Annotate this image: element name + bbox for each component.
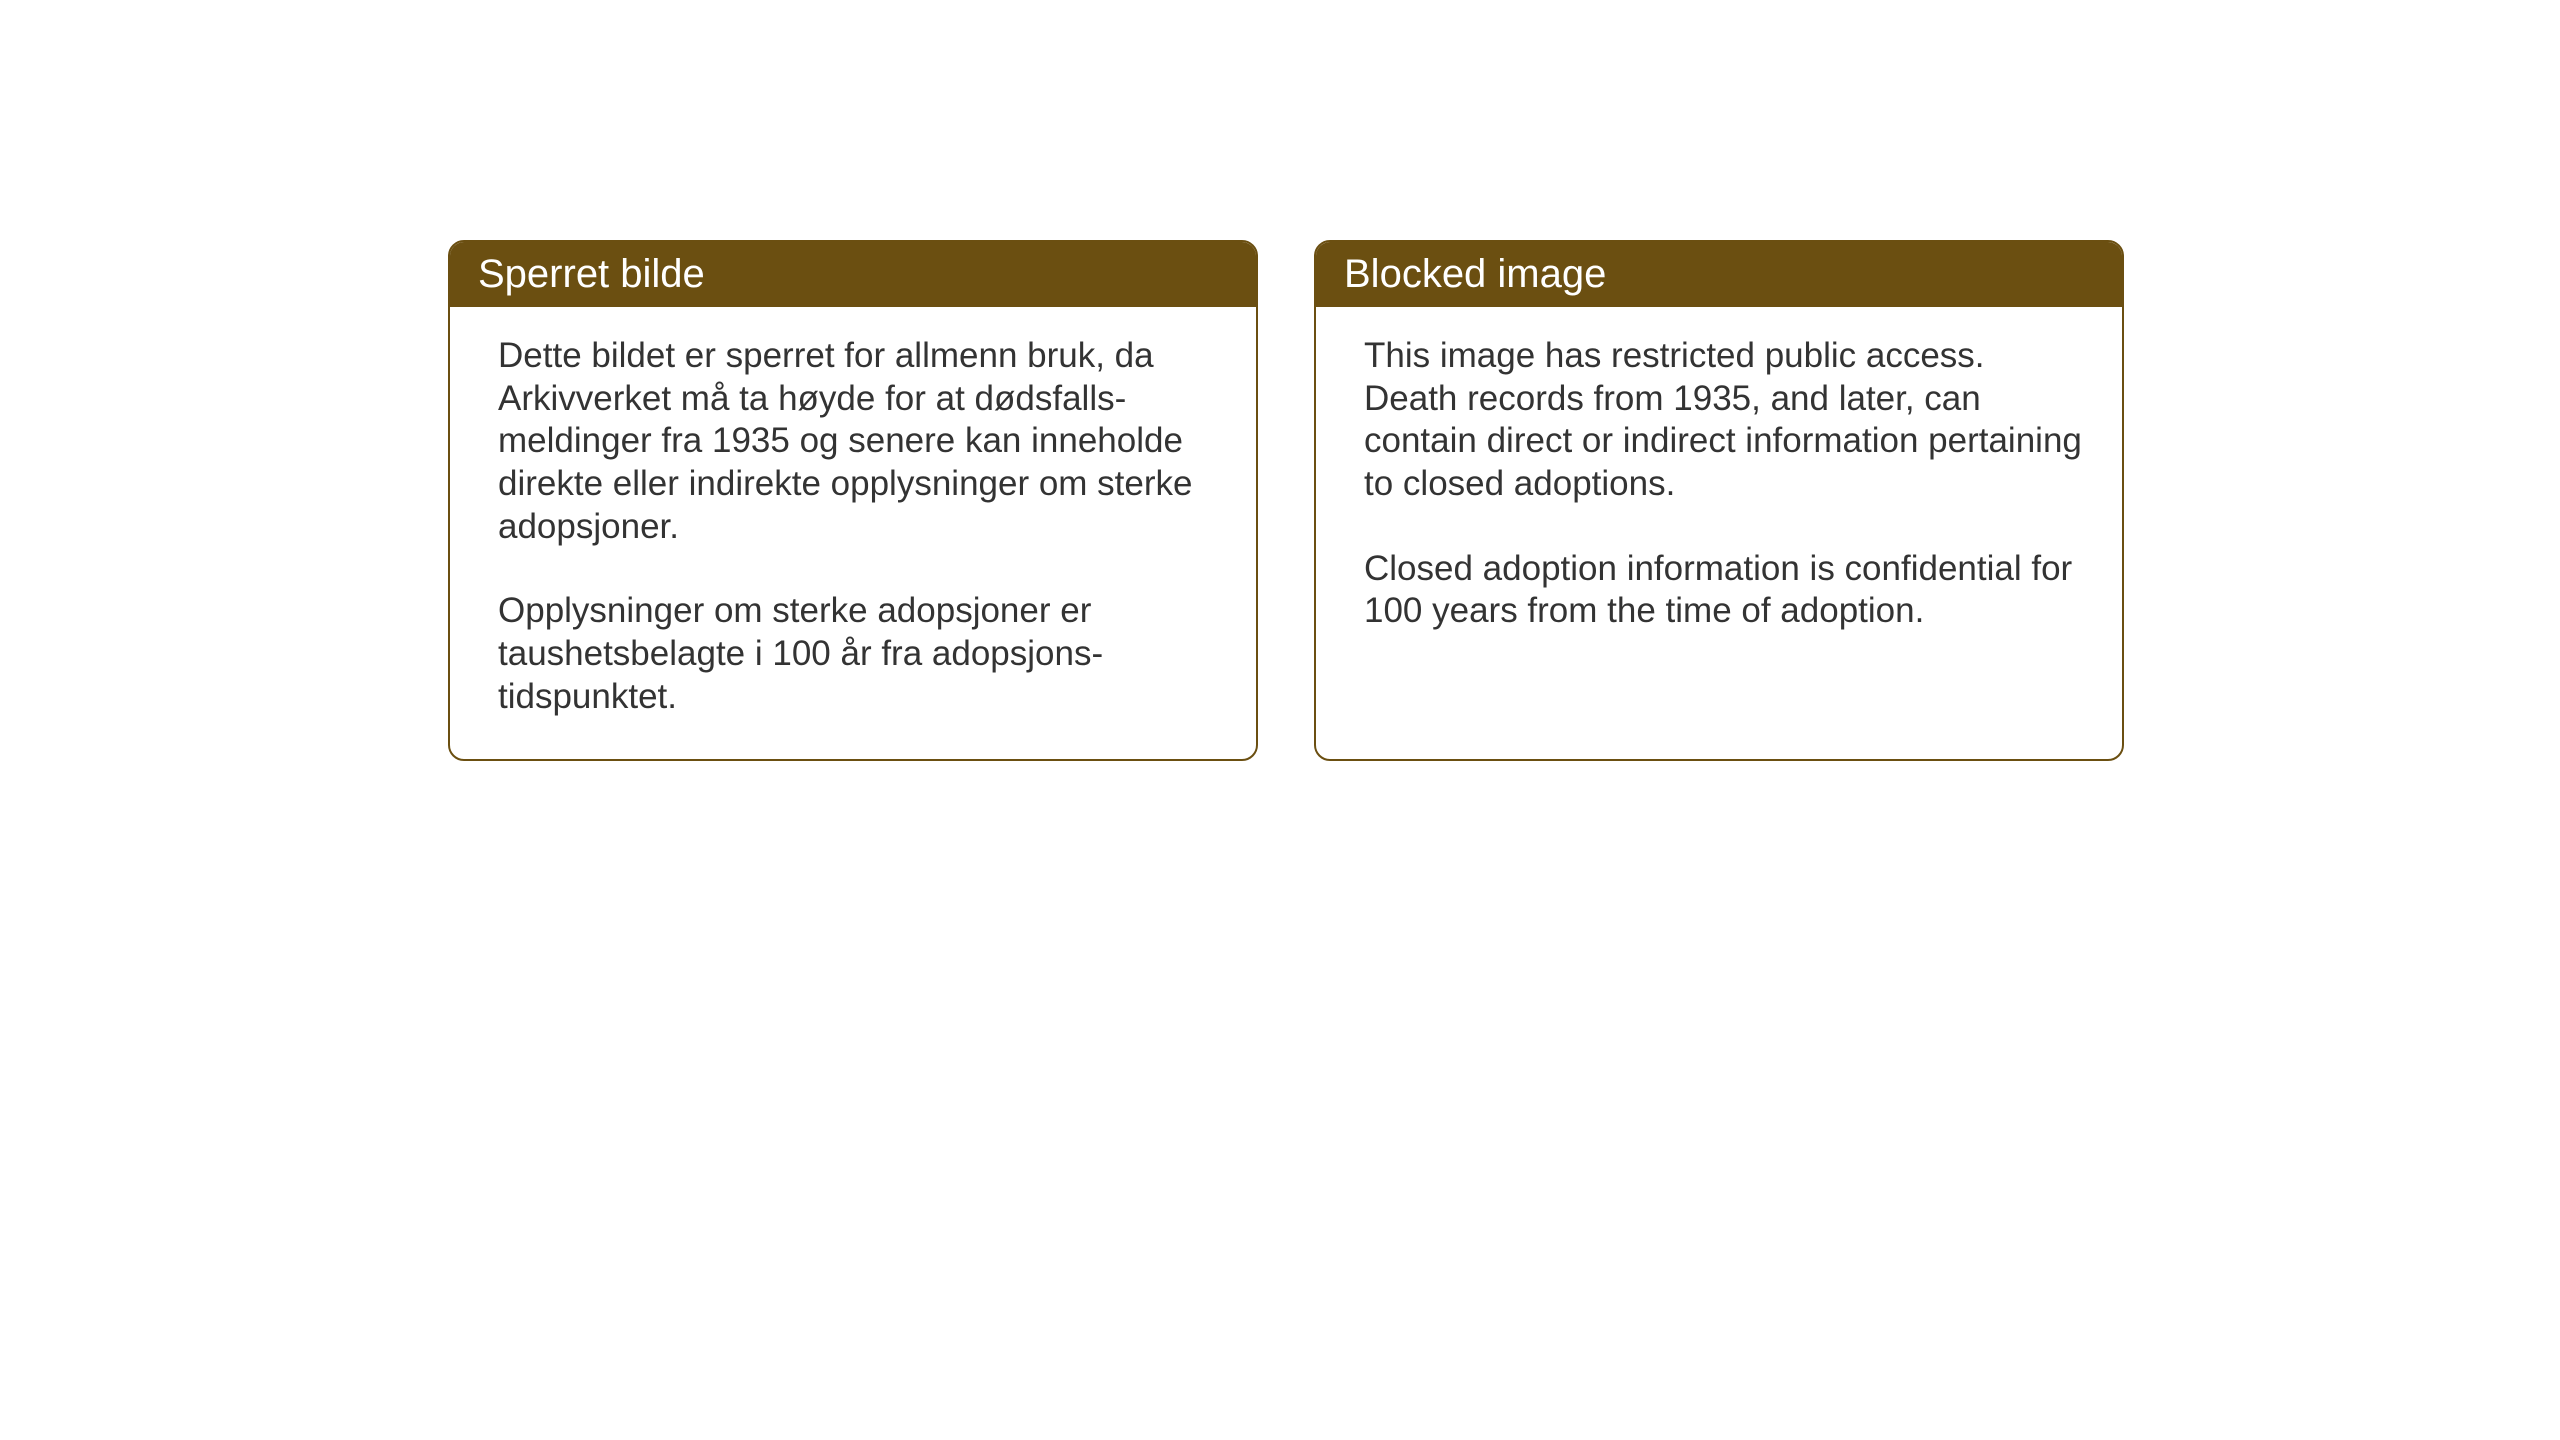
card-body-english: This image has restricted public access.… bbox=[1316, 307, 2122, 673]
card-paragraph-english-2: Closed adoption information is confident… bbox=[1364, 548, 2082, 633]
card-paragraph-english-1: This image has restricted public access.… bbox=[1364, 335, 2082, 506]
card-norwegian: Sperret bilde Dette bildet er sperret fo… bbox=[448, 240, 1258, 761]
card-english: Blocked image This image has restricted … bbox=[1314, 240, 2124, 761]
card-body-norwegian: Dette bildet er sperret for allmenn bruk… bbox=[450, 307, 1256, 759]
card-paragraph-norwegian-1: Dette bildet er sperret for allmenn bruk… bbox=[498, 335, 1216, 548]
card-title-norwegian: Sperret bilde bbox=[478, 252, 705, 296]
card-header-norwegian: Sperret bilde bbox=[450, 242, 1256, 307]
cards-container: Sperret bilde Dette bildet er sperret fo… bbox=[448, 240, 2124, 761]
card-title-english: Blocked image bbox=[1344, 252, 1606, 296]
card-paragraph-norwegian-2: Opplysninger om sterke adopsjoner er tau… bbox=[498, 590, 1216, 718]
card-header-english: Blocked image bbox=[1316, 242, 2122, 307]
